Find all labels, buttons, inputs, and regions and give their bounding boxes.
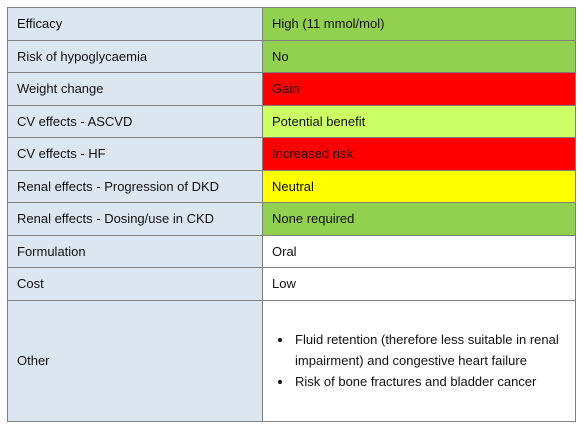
label-cell: Other [7,299,263,422]
value-cell: None required [262,202,576,236]
bullet-item: Risk of bone fractures and bladder cance… [293,371,566,392]
label-cell: Weight change [7,72,263,106]
label-cell: Cost [7,267,263,301]
value-cell: Fluid retention (therefore less suitable… [262,299,576,422]
value-cell: Oral [262,234,576,268]
row: Efficacy High (11 mmol/mol) [7,7,576,41]
row: Renal effects - Dosing/use in CKD None re… [7,202,576,236]
row: Weight change Gain [7,72,576,106]
value-cell: Increased risk [262,137,576,171]
row: CV effects - HF Increased risk [7,137,576,171]
label-cell: CV effects - ASCVD [7,104,263,138]
row: Other Fluid retention (therefore less su… [7,299,576,422]
label-cell: CV effects - HF [7,137,263,171]
value-cell: Neutral [262,169,576,203]
row: Formulation Oral [7,234,576,268]
label-cell: Renal effects - Progression of DKD [7,169,263,203]
value-cell: Potential benefit [262,104,576,138]
value-cell: High (11 mmol/mol) [262,7,576,41]
row: Risk of hypoglycaemia No [7,39,576,73]
value-cell: No [262,39,576,73]
bullet-list: Fluid retention (therefore less suitable… [272,329,566,392]
value-cell: Low [262,267,576,301]
bullet-item: Fluid retention (therefore less suitable… [293,329,566,371]
drug-table: Efficacy High (11 mmol/mol) Risk of hypog… [7,7,576,422]
value-cell: Gain [262,72,576,106]
label-cell: Formulation [7,234,263,268]
label-cell: Renal effects - Dosing/use in CKD [7,202,263,236]
row: Cost Low [7,267,576,301]
label-cell: Risk of hypoglycaemia [7,39,263,73]
row: CV effects - ASCVD Potential benefit [7,104,576,138]
row: Renal effects - Progression of DKD Neutra… [7,169,576,203]
label-cell: Efficacy [7,7,263,41]
